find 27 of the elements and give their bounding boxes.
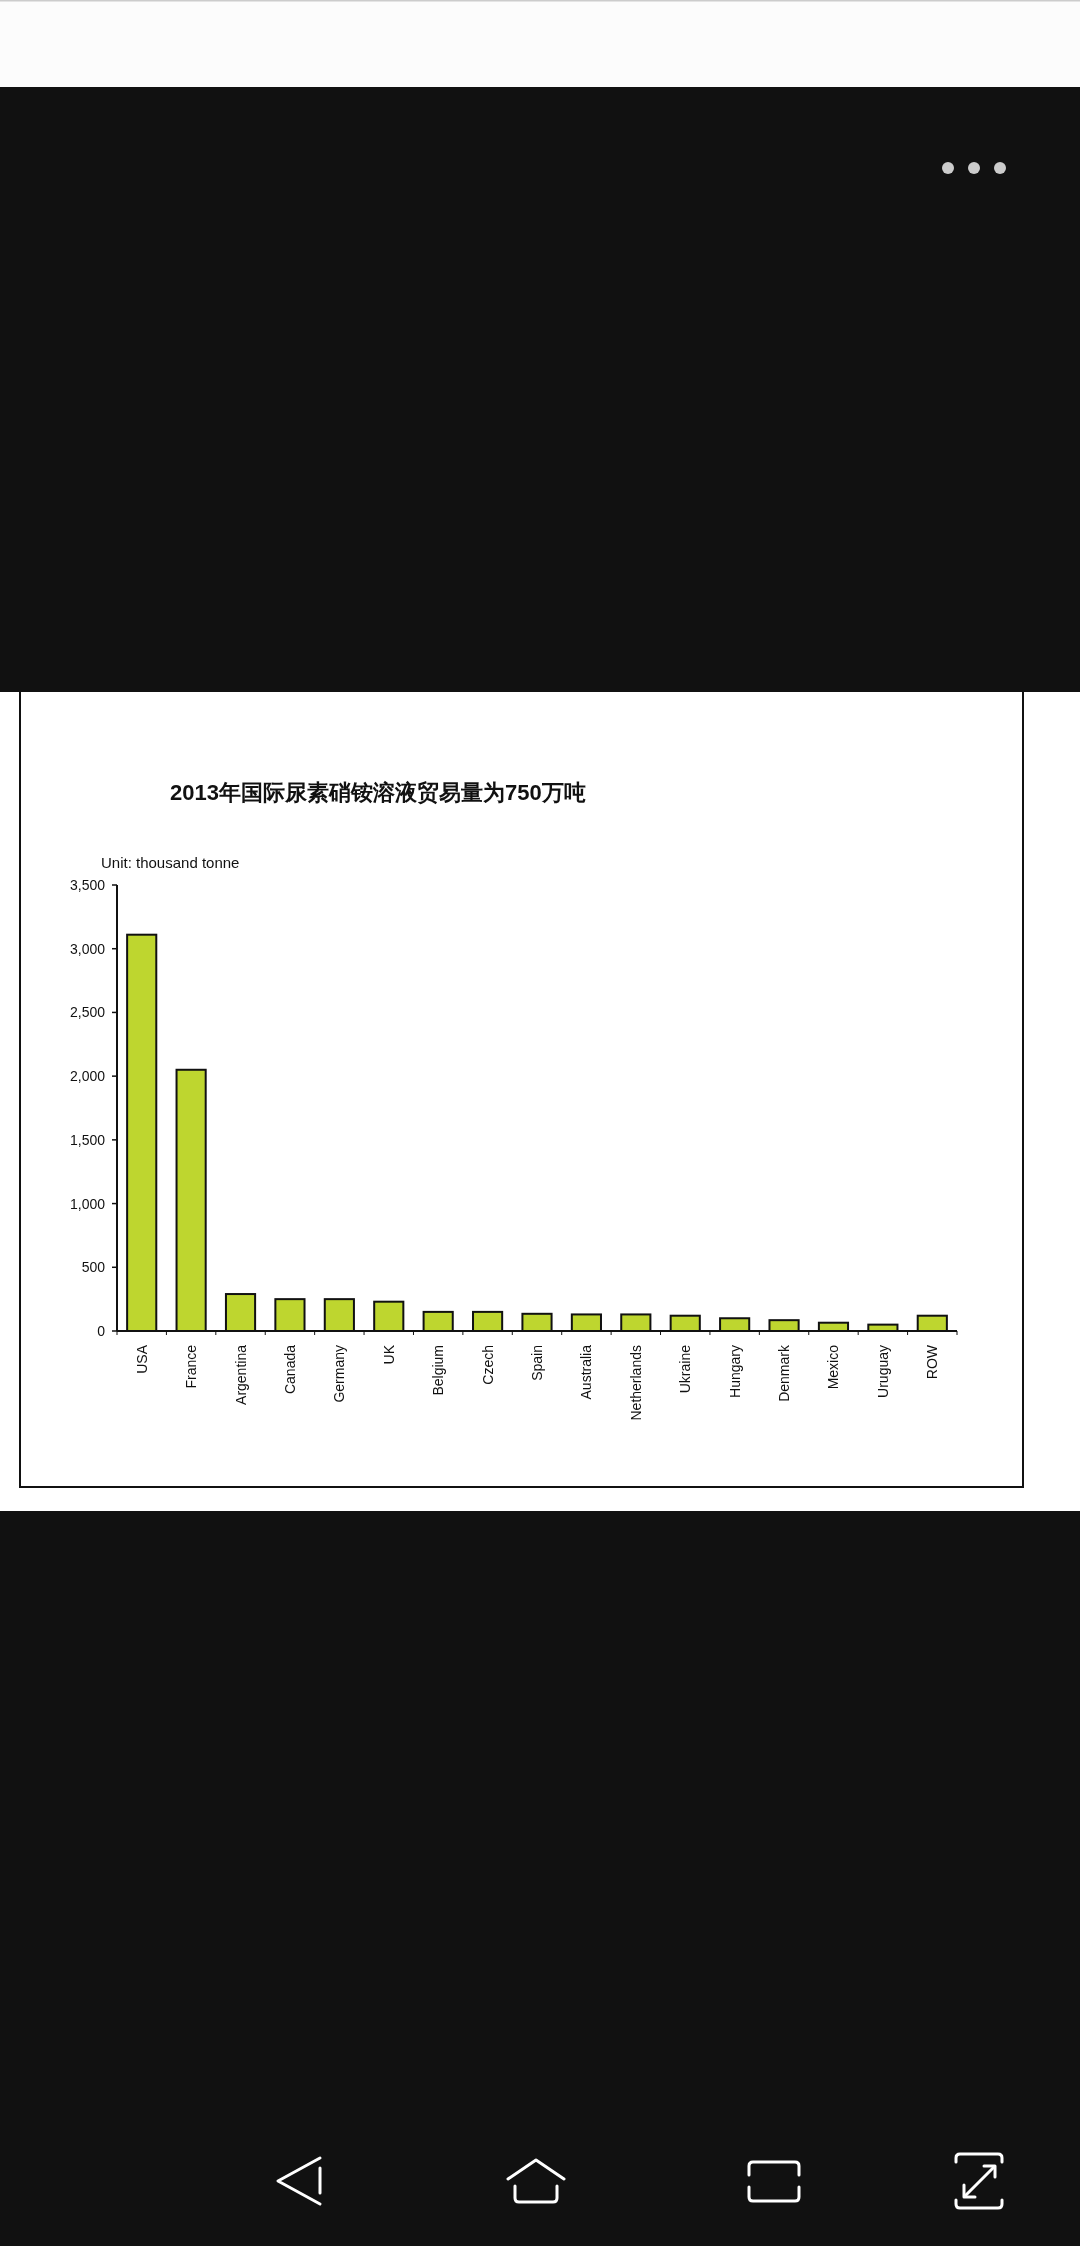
y-tick-label: 2,500	[69, 1004, 106, 1021]
x-tick-label: UK	[380, 1344, 397, 1365]
x-tick-label: Netherlands	[627, 1345, 644, 1421]
y-tick-label: 0	[97, 1323, 106, 1339]
x-tick-label: Argentina	[232, 1344, 249, 1405]
y-tick-label: 3,500	[69, 877, 106, 893]
x-tick-label: Belgium	[430, 1345, 447, 1396]
y-tick-label: 2,000	[69, 1068, 106, 1085]
y-tick-label: 500	[81, 1259, 106, 1276]
x-tick-label: Australia	[578, 1344, 595, 1400]
x-tick-label: Mexico	[825, 1344, 842, 1390]
y-tick-label: 1,500	[69, 1131, 106, 1148]
x-tick-label: Germany	[331, 1345, 348, 1403]
y-axis-title: Unit: thousand tonne	[101, 853, 240, 871]
x-tick-label: Spain	[529, 1345, 545, 1381]
x-tick-label: France	[183, 1344, 200, 1389]
y-tick-label: 3,000	[69, 940, 106, 957]
chart-title: 2013年国际尿素硝铵溶液贸易量为750万吨	[170, 779, 586, 805]
x-tick-label: Ukraine	[677, 1344, 694, 1394]
x-tick-label: Denmark	[776, 1344, 793, 1402]
x-tick-label: ROW	[924, 1344, 941, 1380]
x-tick-label: Uruguay	[874, 1345, 891, 1398]
x-tick-label: Canada	[281, 1344, 298, 1395]
y-tick-label: 1,000	[69, 1195, 106, 1212]
x-tick-label: USA	[133, 1344, 150, 1374]
x-tick-label: Hungary	[726, 1345, 743, 1398]
x-tick-label: Czech	[479, 1345, 496, 1385]
